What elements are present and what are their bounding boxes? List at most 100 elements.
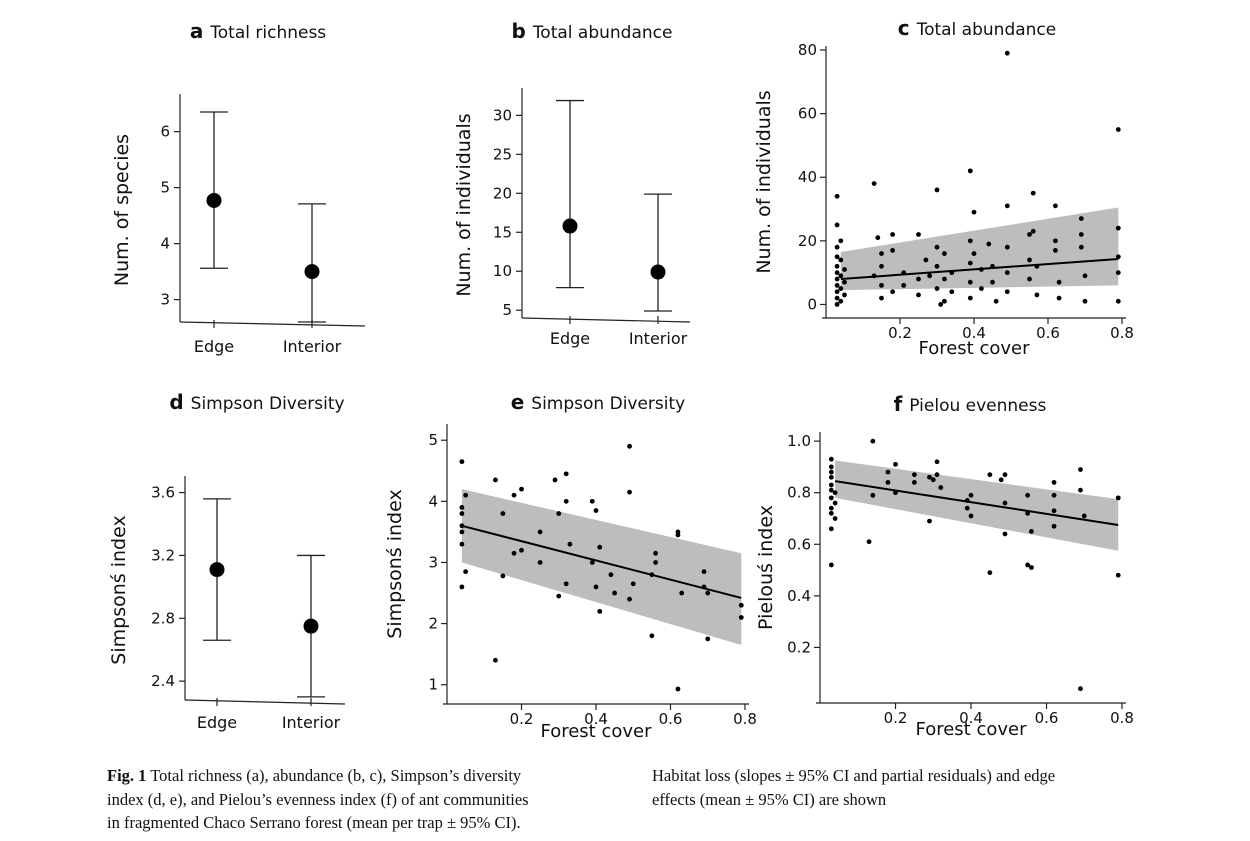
data-point (1053, 247, 1058, 253)
data-point (828, 482, 834, 488)
y-tick-label: 2.8 (151, 609, 175, 627)
data-point (1027, 276, 1032, 282)
data-point (871, 181, 877, 186)
data-point (1051, 492, 1057, 498)
data-point (1053, 238, 1058, 244)
data-point (738, 615, 744, 620)
data-point (927, 273, 932, 279)
y-tick-label: 6 (160, 123, 170, 141)
figure-canvas: a Total richness 3 4 5 6 Edge Interior Num. of … (108, 16, 1134, 742)
data-point (459, 459, 465, 465)
x-axis-label: Forest cover (916, 719, 1028, 740)
x-tick-label: 0.8 (733, 710, 757, 728)
data-point (1027, 257, 1032, 263)
data-point (838, 238, 844, 244)
y-axis-label: Simpsonś index (108, 515, 130, 664)
data-point (828, 505, 834, 511)
data-point (556, 593, 562, 599)
data-point (834, 222, 840, 228)
confidence-band (840, 207, 1119, 291)
panel-title: d Simpson Diversity (169, 390, 344, 414)
y-tick-label: 0.8 (787, 484, 811, 502)
caption-line: effects (mean ± 95% CI) are shown (652, 789, 887, 809)
chart-panel-a: a Total richness 3 4 5 6 Edge Interior Num. of … (111, 19, 366, 356)
data-point (834, 289, 840, 295)
data-point (934, 459, 940, 465)
chart-panel-c: c Total abundance 0 20 40 60 80 0.2 0.4 0.6 0.8 Fo… (753, 16, 1134, 359)
data-point (459, 505, 465, 510)
data-point (593, 508, 599, 513)
mean-point (206, 192, 222, 208)
x-axis (179, 321, 366, 327)
chart-panel-e: e Simpson Diversity 1 2 3 4 5 0.2 0.4 0.6 0.8 Fore… (384, 390, 757, 742)
y-tick-label: 20 (798, 232, 817, 250)
data-point (1051, 523, 1057, 529)
data-point (930, 477, 936, 483)
chart-panel-b: b Total abundance 5 10 15 20 25 30 Edge Interior… (453, 19, 691, 348)
data-point (838, 257, 844, 263)
data-point (942, 276, 947, 282)
x-tick-label: 0.6 (1035, 709, 1059, 727)
caption-line: index (d, e), and Pielou’s evenness inde… (107, 789, 529, 809)
y-tick-label: 2 (428, 615, 438, 633)
x-tick-label: Edge (197, 713, 237, 732)
data-point (938, 302, 944, 307)
data-point (1053, 203, 1058, 209)
data-point (993, 298, 999, 304)
data-point (500, 511, 506, 516)
caption-figure-number: Fig. 1 (107, 766, 147, 785)
y-tick-label: 10 (493, 262, 512, 280)
data-point (563, 471, 569, 477)
caption-line: Fig. 1 Total richness (a), abundance (b,… (107, 766, 522, 785)
data-point (563, 581, 569, 587)
data-point (838, 273, 844, 279)
figure-caption-left: Fig. 1 Total richness (a), abundance (b,… (107, 764, 627, 835)
y-tick-label: 3 (160, 291, 170, 309)
x-tick-label: 0.6 (659, 710, 683, 728)
data-point (842, 279, 847, 285)
data-point (705, 590, 711, 596)
data-point (934, 286, 940, 291)
panel-title: a Total richness (190, 19, 326, 43)
data-point (934, 244, 940, 250)
panel-title: f Pielou evenness (894, 392, 1047, 416)
data-point (834, 282, 840, 288)
data-point (832, 490, 838, 496)
y-tick-label: 40 (798, 168, 817, 186)
data-point (519, 547, 524, 553)
figure-caption-right: Habitat loss (slopes ± 95% CI and partia… (652, 764, 1172, 811)
caption-line: Habitat loss (slopes ± 95% CI and partia… (652, 766, 1056, 785)
panel-title: b Total abundance (512, 19, 673, 43)
data-point (942, 251, 947, 256)
data-point (828, 510, 834, 516)
x-tick-label: Interior (282, 713, 341, 732)
data-point (563, 498, 569, 504)
data-point (463, 492, 469, 498)
data-point (653, 550, 658, 556)
data-point (828, 495, 834, 501)
data-point (1082, 298, 1088, 304)
data-point (1078, 216, 1084, 221)
data-point (493, 477, 498, 483)
data-point (567, 541, 573, 547)
data-point (967, 168, 973, 174)
data-point (1115, 495, 1121, 501)
x-axis-label: Forest cover (541, 721, 653, 742)
y-tick-label: 2.4 (151, 672, 175, 690)
y-axis-label: Pielouś index (755, 505, 777, 630)
data-point (1115, 127, 1121, 132)
y-axis-label: Num. of species (111, 134, 133, 286)
data-point (511, 550, 517, 556)
data-point (459, 511, 465, 516)
x-tick-label: 0.2 (888, 324, 912, 342)
data-point (612, 590, 618, 596)
data-point (890, 247, 895, 253)
confidence-band (461, 489, 742, 645)
data-point (1030, 190, 1036, 196)
data-point (828, 487, 834, 493)
data-point (968, 492, 974, 498)
y-axis-label: Simpsonś index (384, 489, 406, 638)
data-point (971, 209, 977, 215)
data-point (1115, 270, 1121, 276)
fit-line (834, 480, 1119, 526)
